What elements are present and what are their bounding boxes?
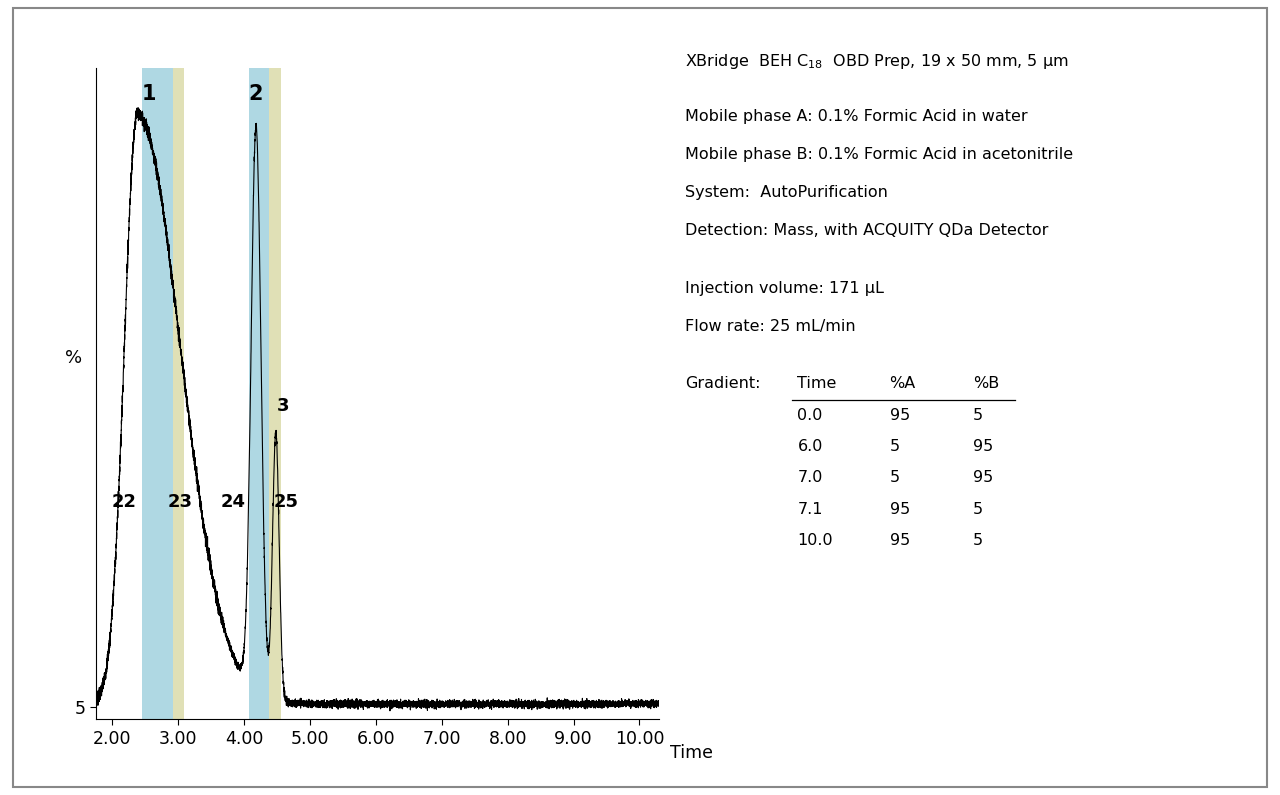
Text: 5: 5: [973, 408, 983, 423]
Text: Flow rate: 25 mL/min: Flow rate: 25 mL/min: [685, 319, 855, 334]
Text: %A: %A: [890, 376, 916, 391]
Text: Injection volume: 171 μL: Injection volume: 171 μL: [685, 281, 883, 296]
Text: Gradient:: Gradient:: [685, 376, 760, 391]
Text: 5: 5: [973, 533, 983, 548]
Text: 1: 1: [142, 84, 156, 104]
Text: 22: 22: [111, 493, 137, 511]
Text: 7.1: 7.1: [797, 502, 823, 517]
Text: 25: 25: [273, 493, 298, 511]
Text: 10.0: 10.0: [797, 533, 833, 548]
Bar: [142, 68, 173, 719]
Text: Time: Time: [797, 376, 837, 391]
Text: 95: 95: [890, 502, 910, 517]
Text: 24: 24: [220, 493, 246, 511]
Text: 95: 95: [973, 471, 993, 486]
Y-axis label: %: %: [65, 350, 82, 367]
Text: 2: 2: [248, 84, 262, 104]
Text: Time: Time: [671, 744, 713, 762]
Text: XBridge  BEH C$_{18}$  OBD Prep, 19 x 50 mm, 5 μm: XBridge BEH C$_{18}$ OBD Prep, 19 x 50 m…: [685, 52, 1069, 71]
Text: 5: 5: [973, 502, 983, 517]
Text: Detection: Mass, with ACQUITY QDa Detector: Detection: Mass, with ACQUITY QDa Detect…: [685, 223, 1048, 238]
Bar: [173, 68, 184, 719]
Text: 5: 5: [890, 471, 900, 486]
Text: 5: 5: [890, 439, 900, 454]
Text: %B: %B: [973, 376, 1000, 391]
Text: 7.0: 7.0: [797, 471, 823, 486]
Text: Mobile phase A: 0.1% Formic Acid in water: Mobile phase A: 0.1% Formic Acid in wate…: [685, 109, 1028, 124]
Text: 0.0: 0.0: [797, 408, 823, 423]
Text: Mobile phase B: 0.1% Formic Acid in acetonitrile: Mobile phase B: 0.1% Formic Acid in acet…: [685, 147, 1073, 162]
Text: 23: 23: [168, 493, 192, 511]
Bar: [269, 68, 282, 719]
Text: 95: 95: [973, 439, 993, 454]
Text: 95: 95: [890, 408, 910, 423]
Text: 3: 3: [278, 398, 289, 415]
Text: 6.0: 6.0: [797, 439, 823, 454]
Bar: [248, 68, 269, 719]
Text: 95: 95: [890, 533, 910, 548]
Text: System:  AutoPurification: System: AutoPurification: [685, 185, 887, 200]
